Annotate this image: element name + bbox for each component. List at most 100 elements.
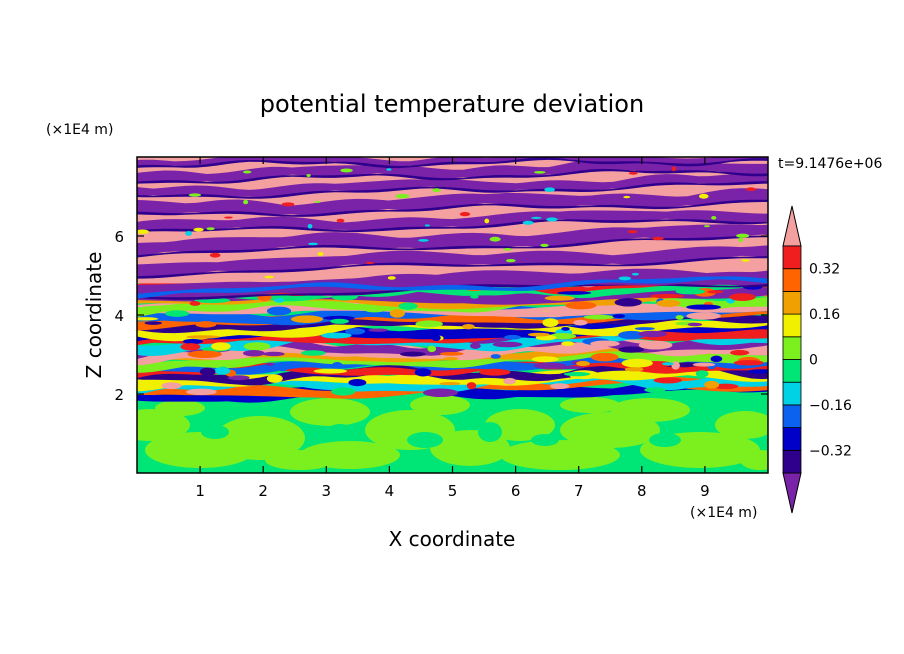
upper-fleck <box>243 199 249 205</box>
upper-fleck <box>387 276 396 280</box>
lower-blob <box>740 450 768 470</box>
middle-speck <box>214 367 231 375</box>
upper-fleck <box>745 187 757 192</box>
upper-fleck <box>317 252 324 256</box>
middle-speck <box>675 315 684 320</box>
middle-speck <box>550 383 570 390</box>
upper-fleck <box>281 202 295 207</box>
middle-speck <box>653 377 683 384</box>
x-axis: 1 2 3 4 5 6 7 8 9 <box>195 157 710 500</box>
middle-speck <box>189 301 201 306</box>
middle-speck <box>618 346 644 353</box>
lower-blob-inner <box>478 422 502 442</box>
lower-blob-inner <box>407 432 443 448</box>
x-tick-label: 8 <box>637 482 647 500</box>
middle-speck <box>389 309 405 318</box>
upper-fleck <box>738 237 744 243</box>
upper-edge-band <box>137 235 768 258</box>
upper-fleck <box>623 195 631 199</box>
lower-blob-inner <box>328 424 352 436</box>
middle-speck <box>415 320 443 328</box>
middle-speck <box>563 371 591 377</box>
colorbar-segment <box>782 404 802 428</box>
middle-speck <box>544 295 575 301</box>
middle-band <box>137 315 768 342</box>
time-label: t=9.1476e+06 <box>778 156 882 172</box>
upper-fleck <box>206 227 215 231</box>
x-axis-label: X coordinate <box>389 527 516 551</box>
upper-fleck <box>314 200 321 203</box>
chart-title: potential temperature deviation <box>260 90 644 118</box>
colorbar-extend-min <box>782 472 802 514</box>
middle-speck <box>707 290 724 294</box>
upper-fleck <box>459 211 471 217</box>
middle-speck <box>199 367 216 376</box>
upper-fleck <box>424 224 430 227</box>
upper-fleck <box>418 238 429 242</box>
transition-band <box>137 271 768 296</box>
middle-speck <box>213 374 230 379</box>
middle-speck <box>301 350 326 356</box>
lower-blob <box>715 411 768 439</box>
middle-speck <box>330 318 349 324</box>
middle-speck <box>443 356 459 361</box>
middle-speck <box>561 326 570 331</box>
middle-speck <box>638 340 673 350</box>
middle-speck <box>266 306 292 316</box>
middle-band <box>137 286 768 310</box>
middle-speck <box>243 350 265 357</box>
colorbar-extend-max <box>782 205 802 247</box>
middle-speck <box>614 298 642 307</box>
middle-speck <box>186 388 217 396</box>
upper-fleck <box>306 174 311 177</box>
middle-speck <box>565 301 597 310</box>
middle-speck <box>692 362 716 367</box>
middle-speck <box>576 361 590 367</box>
middle-speck <box>345 328 366 335</box>
y-axis-label: Z coordinate <box>82 252 106 379</box>
upper-purple-band <box>137 172 768 198</box>
y-axis: 2 4 6 <box>114 228 768 404</box>
upper-fleck <box>193 227 204 232</box>
lower-blob <box>485 409 555 441</box>
upper-fleck <box>703 225 711 228</box>
lower-blob <box>290 398 370 426</box>
middle-speck <box>644 387 666 393</box>
upper-purple-band <box>137 210 768 232</box>
upper-edge-band <box>137 256 768 279</box>
colorbar-label: 0 <box>809 353 818 369</box>
middle-band <box>137 282 768 305</box>
upper-fleck <box>698 193 709 199</box>
upper-edge-band <box>137 219 768 233</box>
lower-blob <box>410 395 470 415</box>
middle-speck <box>195 321 217 328</box>
middle-speck <box>490 354 501 359</box>
middle-speck <box>265 362 274 366</box>
upper-fleck <box>628 171 638 175</box>
upper-fleck <box>531 216 542 219</box>
upper-fleck <box>489 236 501 242</box>
lower-blob <box>155 400 205 416</box>
middle-speck <box>431 334 441 341</box>
x-axis-unit: (×1E4 m) <box>690 505 757 521</box>
middle-speck <box>227 375 250 381</box>
upper-fleck <box>505 259 516 263</box>
middle-speck <box>479 368 511 376</box>
lower-blob <box>560 397 620 413</box>
middle-speck <box>729 293 756 301</box>
middle-speck <box>469 342 481 349</box>
upper-fleck <box>395 194 410 199</box>
upper-fleck <box>546 217 558 222</box>
middle-speck <box>687 322 703 327</box>
x-tick-label: 6 <box>511 482 521 500</box>
x-tick-label: 7 <box>574 482 584 500</box>
upper-fleck <box>386 168 392 171</box>
middle-speck <box>263 351 285 357</box>
middle-speck <box>144 321 162 325</box>
field-layers <box>137 157 768 473</box>
middle-speck <box>321 332 352 339</box>
colorbar-label: 0.32 <box>809 262 840 278</box>
lower-blob <box>500 440 620 470</box>
middle-speck <box>686 312 722 320</box>
y-axis-unit: (×1E4 m) <box>46 122 113 138</box>
